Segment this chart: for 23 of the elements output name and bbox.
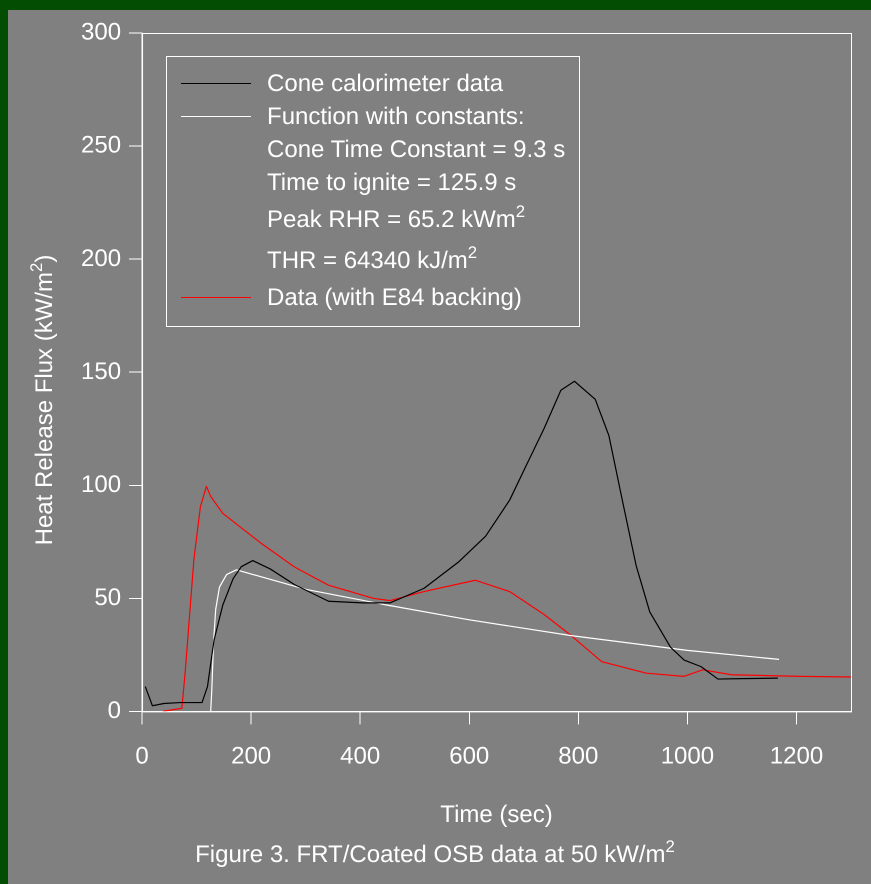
x-tick-label: 800	[558, 742, 598, 770]
text: Figure 3. FRT/Coated OSB data at 50 kW/m$^{2}$	[195, 836, 675, 869]
legend-label: Data (with E84 backing)	[267, 283, 522, 313]
x-axis-title: Time (sec)	[440, 801, 553, 828]
x-tick-label: 600	[449, 742, 490, 770]
y-tick-label: 100	[80, 470, 122, 498]
y-tick-label: 50	[94, 584, 122, 611]
y-tick-label: 200	[80, 244, 122, 272]
y-tick-label: 0	[108, 697, 122, 724]
x-tick-label: 0	[135, 742, 149, 770]
legend-label: Function with constants:	[267, 102, 524, 132]
x-tick-label: 400	[340, 742, 380, 770]
x-tick-label: 1200	[770, 742, 824, 770]
y-tick-label: 300	[80, 18, 122, 46]
y-tick-label: 250	[80, 132, 122, 159]
x-tick-label: 200	[231, 742, 272, 770]
x-tick-label: 1000	[660, 742, 714, 770]
annotation: THR = 64340 kJ/m$^{2}$	[267, 242, 478, 276]
legend-label: Cone calorimeter data	[267, 69, 504, 99]
y-tick-label: 150	[80, 358, 122, 385]
annotation: Cone Time Constant = 9.3 s	[267, 135, 566, 165]
annotation: Time to ignite = 125.9 s	[267, 168, 516, 198]
annotation: Peak RHR = 65.2 kWm$^{2}$	[267, 200, 526, 235]
